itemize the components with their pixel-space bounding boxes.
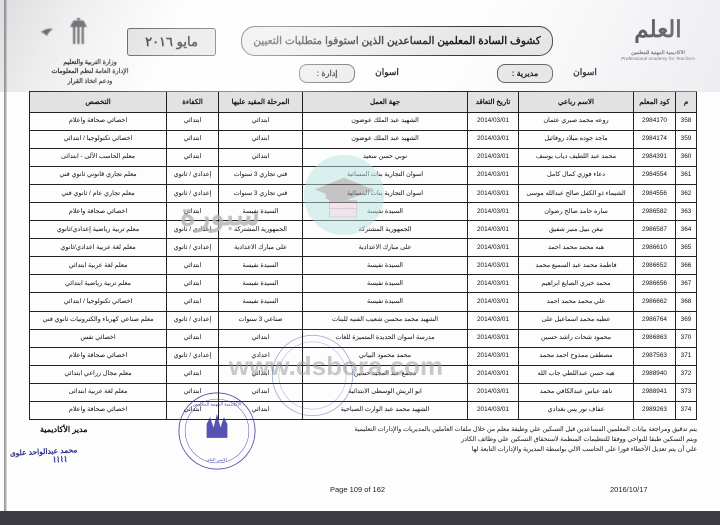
svg-text:الامين العام: الامين العام [207,457,227,462]
svg-text:الاكاديمية المهنية للمعلمين: الاكاديمية المهنية للمعلمين [193,401,241,407]
